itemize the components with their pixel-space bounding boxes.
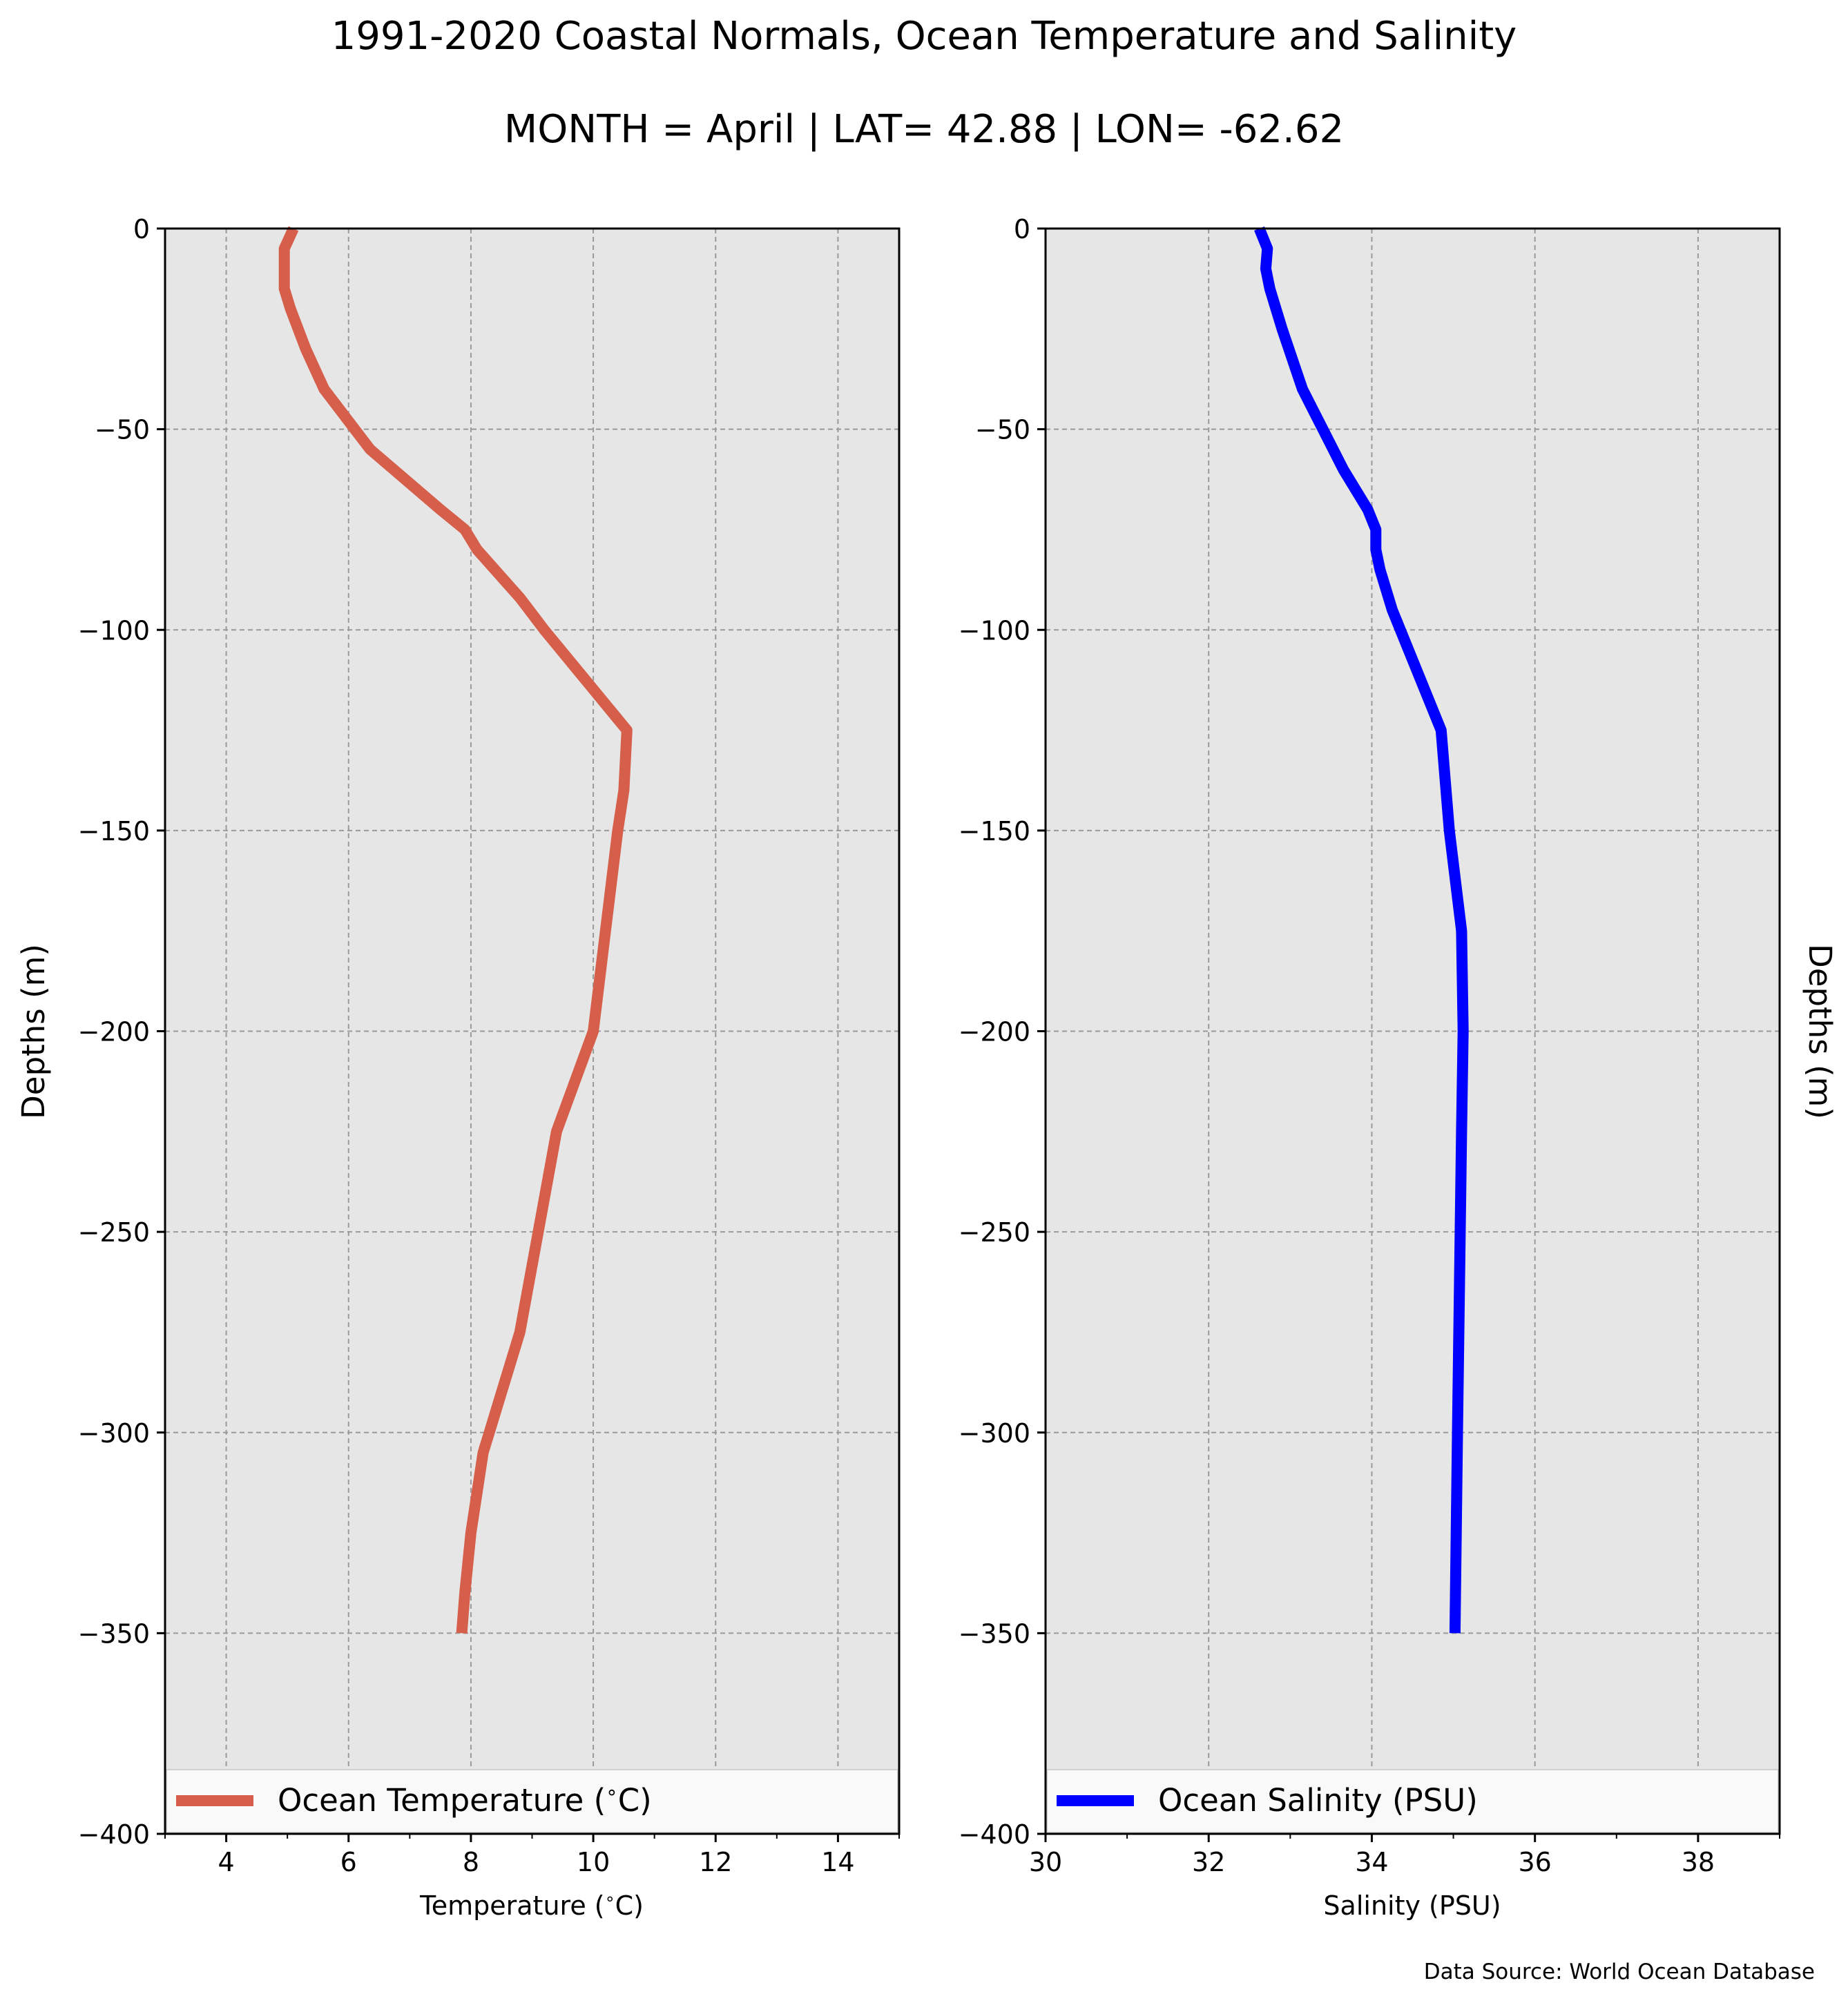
salinity-legend-label: Ocean Salinity (PSU) [1158,1782,1478,1819]
temperature-line [278,226,633,1634]
sal-x-tick-label: 36 [1518,1847,1551,1877]
sal-x-tick-label: 38 [1682,1847,1715,1877]
temp-x-tick-label: 14 [821,1847,854,1877]
salinity-panel: Ocean Salinity (PSU) 30 32 34 36 38 0 −50 −100 −… [959,214,1838,1921]
sal-y-tick-label: 0 [1014,214,1030,244]
salinity-legend: Ocean Salinity (PSU) [1046,1769,1779,1833]
temperature-ticks: 4 6 8 10 12 14 0 −50 −100 −150 −200 −250 −300 −350 −40… [78,214,900,1877]
temp-x-tick-label: 8 [463,1847,479,1877]
sal-x-tick-label: 30 [1029,1847,1062,1877]
temp-y-tick-label: −150 [78,816,150,846]
salinity-x-axis-label: Salinity (PSU) [1323,1890,1501,1921]
temperature-y-axis-label: Depths (m) [15,944,52,1119]
sal-y-tick-label: −150 [959,816,1030,846]
temp-y-tick-label: −100 [78,615,150,646]
temp-x-tick-label: 10 [577,1847,610,1877]
temp-y-tick-label: −250 [78,1217,150,1248]
chart-title: 1991-2020 Coastal Normals, Ocean Tempera… [331,14,1517,59]
salinity-ticks: 30 32 34 36 38 0 −50 −100 −150 −200 −250 −300 −350 −4… [959,214,1780,1877]
chart-subtitle: MONTH = April | LAT= 42.88 | LON= -62.62 [503,107,1345,152]
sal-y-tick-label: −50 [975,415,1030,445]
temp-y-tick-label: −300 [78,1418,150,1449]
temperature-grid [165,229,899,1834]
sal-x-tick-label: 32 [1192,1847,1225,1877]
temperature-x-axis-label: Temperature (∘C) [419,1889,644,1921]
sal-y-tick-label: −400 [959,1819,1030,1850]
salinity-y-axis-label: Depths (m) [1802,944,1838,1119]
temperature-panel: Ocean Temperature (∘C) 4 6 8 10 12 14 0 −50 −100… [15,214,901,1921]
temp-y-tick-label: −200 [78,1017,150,1047]
temp-x-tick-label: 12 [699,1847,732,1877]
temp-y-tick-label: −350 [78,1618,150,1649]
sal-y-tick-label: −100 [959,615,1030,646]
sal-y-tick-label: −300 [959,1418,1030,1449]
temp-y-tick-label: −400 [78,1819,150,1850]
sal-x-tick-label: 34 [1355,1847,1388,1877]
temperature-legend-box [166,1769,898,1833]
salinity-line [1254,226,1469,1634]
sal-y-tick-label: −350 [959,1618,1030,1649]
temp-x-tick-label: 6 [340,1847,357,1877]
temp-y-tick-label: −50 [95,415,150,445]
sal-y-tick-label: −200 [959,1017,1030,1047]
temp-y-tick-label: 0 [133,214,150,244]
temperature-legend-label: Ocean Temperature (∘C) [278,1781,652,1819]
salinity-legend-box [1046,1769,1779,1833]
temperature-legend: Ocean Temperature (∘C) [166,1769,898,1833]
temp-x-tick-label: 4 [218,1847,234,1877]
sal-y-tick-label: −250 [959,1217,1030,1248]
salinity-grid [1046,229,1780,1834]
data-source-credit: Data Source: World Ocean Database [1423,1960,1815,1984]
